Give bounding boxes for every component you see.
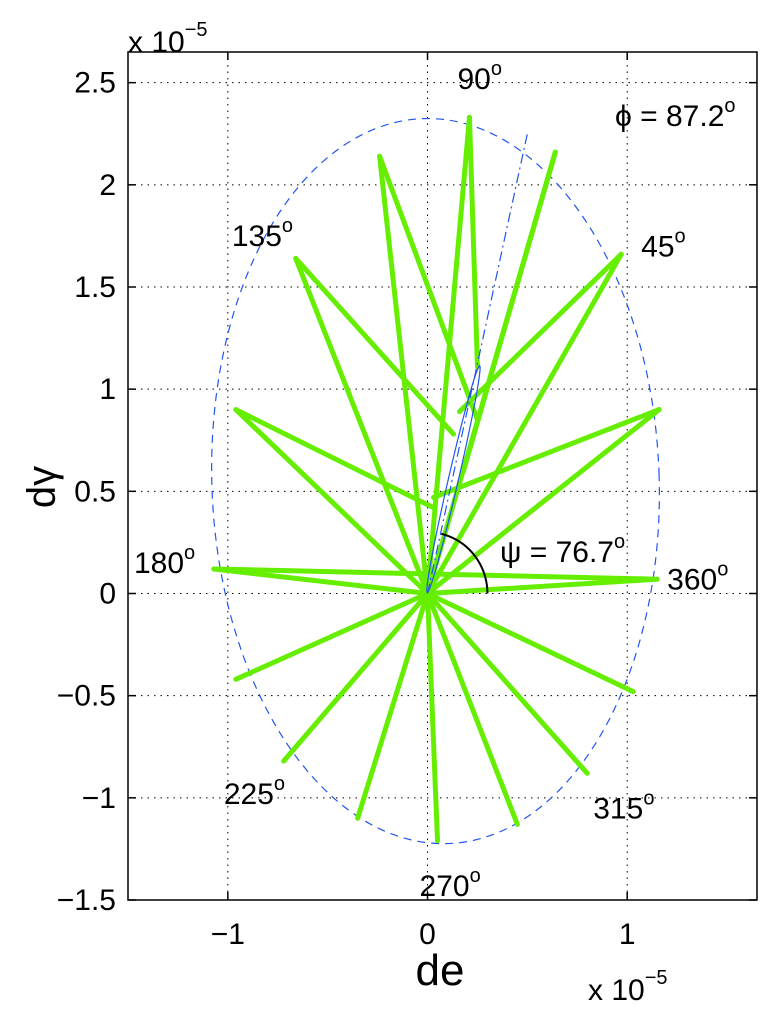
phi-text: ϕ = 87.2 — [615, 100, 724, 133]
strain-segment — [355, 590, 431, 821]
angle-label: 360o — [667, 558, 728, 596]
angle-label: 90o — [457, 58, 502, 96]
angle-label-value: 180 — [134, 547, 184, 580]
y-tick-label: 2.5 — [74, 67, 116, 100]
psi-degree-mark: o — [614, 531, 625, 553]
psi-angle-arc — [441, 532, 489, 594]
x-exponent-label: x 10−5 — [588, 967, 668, 1007]
angle-label: 270o — [420, 865, 481, 903]
strain-segment — [425, 407, 662, 596]
envelope-layer — [211, 117, 660, 845]
angle-label: 135o — [232, 215, 293, 253]
strain-segment — [431, 407, 662, 500]
strain-segment — [425, 576, 660, 596]
phi-degree-mark: o — [724, 95, 735, 117]
angle-label-degree: o — [717, 558, 728, 580]
angle-label-degree: o — [675, 225, 686, 247]
strain-segment — [211, 566, 431, 596]
y-tick-label: −0.5 — [57, 680, 116, 713]
angle-label-degree: o — [491, 58, 502, 80]
grid-lines — [128, 52, 757, 901]
principal-axis-line — [426, 133, 528, 594]
y-tick-label: 2 — [99, 169, 116, 202]
angle-label-value: 360 — [667, 563, 717, 596]
angle-label: 45o — [641, 225, 686, 263]
psi-label: ψ = 76.7o — [500, 531, 625, 569]
angle-label-value: 45 — [641, 230, 674, 263]
angle-label: 180o — [134, 542, 195, 580]
y-tick-label: 0.5 — [74, 475, 116, 508]
strain-segment — [425, 251, 624, 596]
strain-segment — [377, 153, 480, 423]
plot-frame — [127, 51, 758, 901]
strain-segment — [233, 407, 431, 596]
x-exponent-base: x 10 — [588, 974, 645, 1007]
angle-label-value: 90 — [457, 63, 490, 96]
y-axis-label: dγ — [20, 466, 64, 508]
overlay-layer — [426, 133, 528, 594]
y-exponent-label: x 10−5 — [128, 19, 208, 59]
strain-segment — [233, 407, 437, 511]
strain-segment — [377, 153, 431, 596]
envelope-ellipse — [211, 117, 660, 845]
angle-label-degree: o — [184, 542, 195, 564]
angle-label-degree: o — [470, 865, 481, 887]
angle-label-degree: o — [643, 787, 654, 809]
angle-label: 225o — [224, 773, 285, 811]
angle-label-value: 270 — [420, 870, 470, 903]
strain-segment — [293, 255, 431, 596]
strain-segment — [425, 590, 520, 827]
strain-segment — [293, 255, 456, 437]
strain-segment — [425, 590, 636, 695]
angle-label-value: 225 — [224, 778, 274, 811]
strain-segment — [425, 114, 472, 596]
strain-segment — [425, 590, 441, 844]
y-exponent-base: x 10 — [128, 26, 185, 59]
angle-label-value: 315 — [593, 792, 643, 825]
strain-segment — [425, 590, 590, 776]
angle-label-degree: o — [282, 215, 293, 237]
x-axis-label: de — [416, 946, 465, 995]
x-exponent-power: −5 — [645, 967, 668, 989]
strain-segment — [466, 114, 480, 370]
phi-label: ϕ = 87.2o — [615, 95, 736, 133]
strain-segment — [460, 149, 558, 474]
y-tick-label: 0 — [99, 577, 116, 610]
tick-layer: −1 0 1 −1.5 −1 −0.5 0 0.5 1 1.5 2 2.5 — [57, 52, 757, 951]
angle-label-value: 135 — [232, 220, 282, 253]
y-tick-label: −1.5 — [57, 884, 116, 917]
x-tick-label: 1 — [619, 918, 636, 951]
strain-ellipse-small — [426, 364, 481, 594]
x-tick-label: −1 — [211, 918, 245, 951]
segment-layer — [211, 114, 662, 844]
y-tick-label: 1.5 — [74, 271, 116, 304]
strain-segment — [281, 590, 431, 764]
angle-label-degree: o — [274, 773, 285, 795]
angle-label: 315o — [593, 787, 654, 825]
psi-text: ψ = 76.7 — [500, 536, 614, 569]
strain-segment — [233, 590, 431, 682]
y-tick-label: 1 — [99, 373, 116, 406]
y-tick-label: −1 — [82, 782, 116, 815]
y-exponent-power: −5 — [185, 19, 208, 41]
x-tick-label: 0 — [419, 918, 436, 951]
